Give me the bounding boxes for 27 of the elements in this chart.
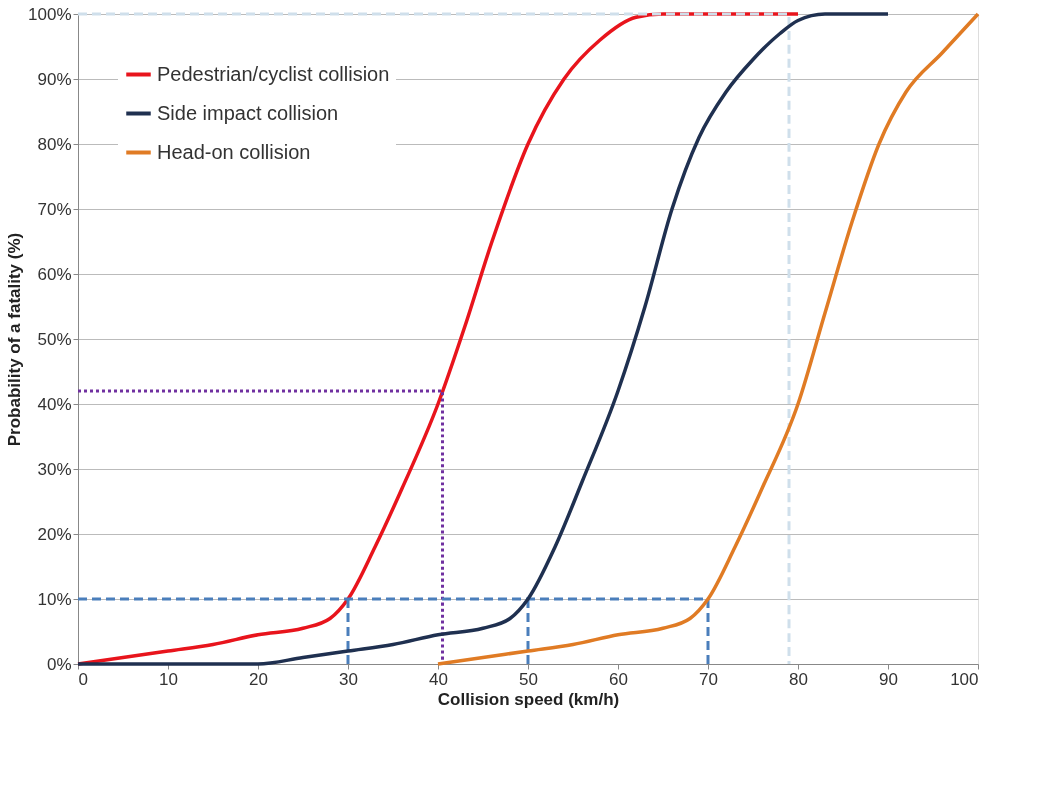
x-tick-label: 90 — [879, 669, 898, 689]
x-tick-label: 0 — [78, 669, 88, 689]
x-tick-label: 40 — [429, 669, 448, 689]
legend-label: Side impact collision — [157, 101, 339, 124]
y-tick-label: 80% — [37, 134, 72, 154]
y-tick-label: 10% — [37, 589, 72, 609]
y-tick-label: 100% — [28, 4, 72, 24]
y-tick-label: 0% — [46, 654, 72, 674]
y-tick-label: 70% — [37, 199, 72, 219]
y-tick-label: 40% — [37, 394, 72, 414]
y-axis-title: Probability of a fatality (%) — [5, 232, 25, 447]
y-tick-label: 50% — [37, 329, 72, 349]
legend-label: Head-on collision — [157, 140, 311, 163]
y-tick-label: 90% — [37, 69, 72, 89]
x-axis-title: Collision speed (km/h) — [437, 689, 620, 709]
x-tick-label: 80 — [789, 669, 808, 689]
x-tick-label: 50 — [519, 669, 538, 689]
x-tick-label: 30 — [339, 669, 358, 689]
x-tick-label: 10 — [159, 669, 178, 689]
legend-label: Pedestrian/cyclist collision — [157, 62, 390, 85]
x-tick-label: 20 — [249, 669, 268, 689]
x-tick-label: 100 — [950, 669, 979, 689]
y-tick-label: 20% — [37, 524, 72, 544]
x-tick-label: 70 — [699, 669, 718, 689]
y-tick-label: 30% — [37, 459, 72, 479]
x-tick-label: 60 — [609, 669, 628, 689]
y-tick-label: 60% — [37, 264, 72, 284]
